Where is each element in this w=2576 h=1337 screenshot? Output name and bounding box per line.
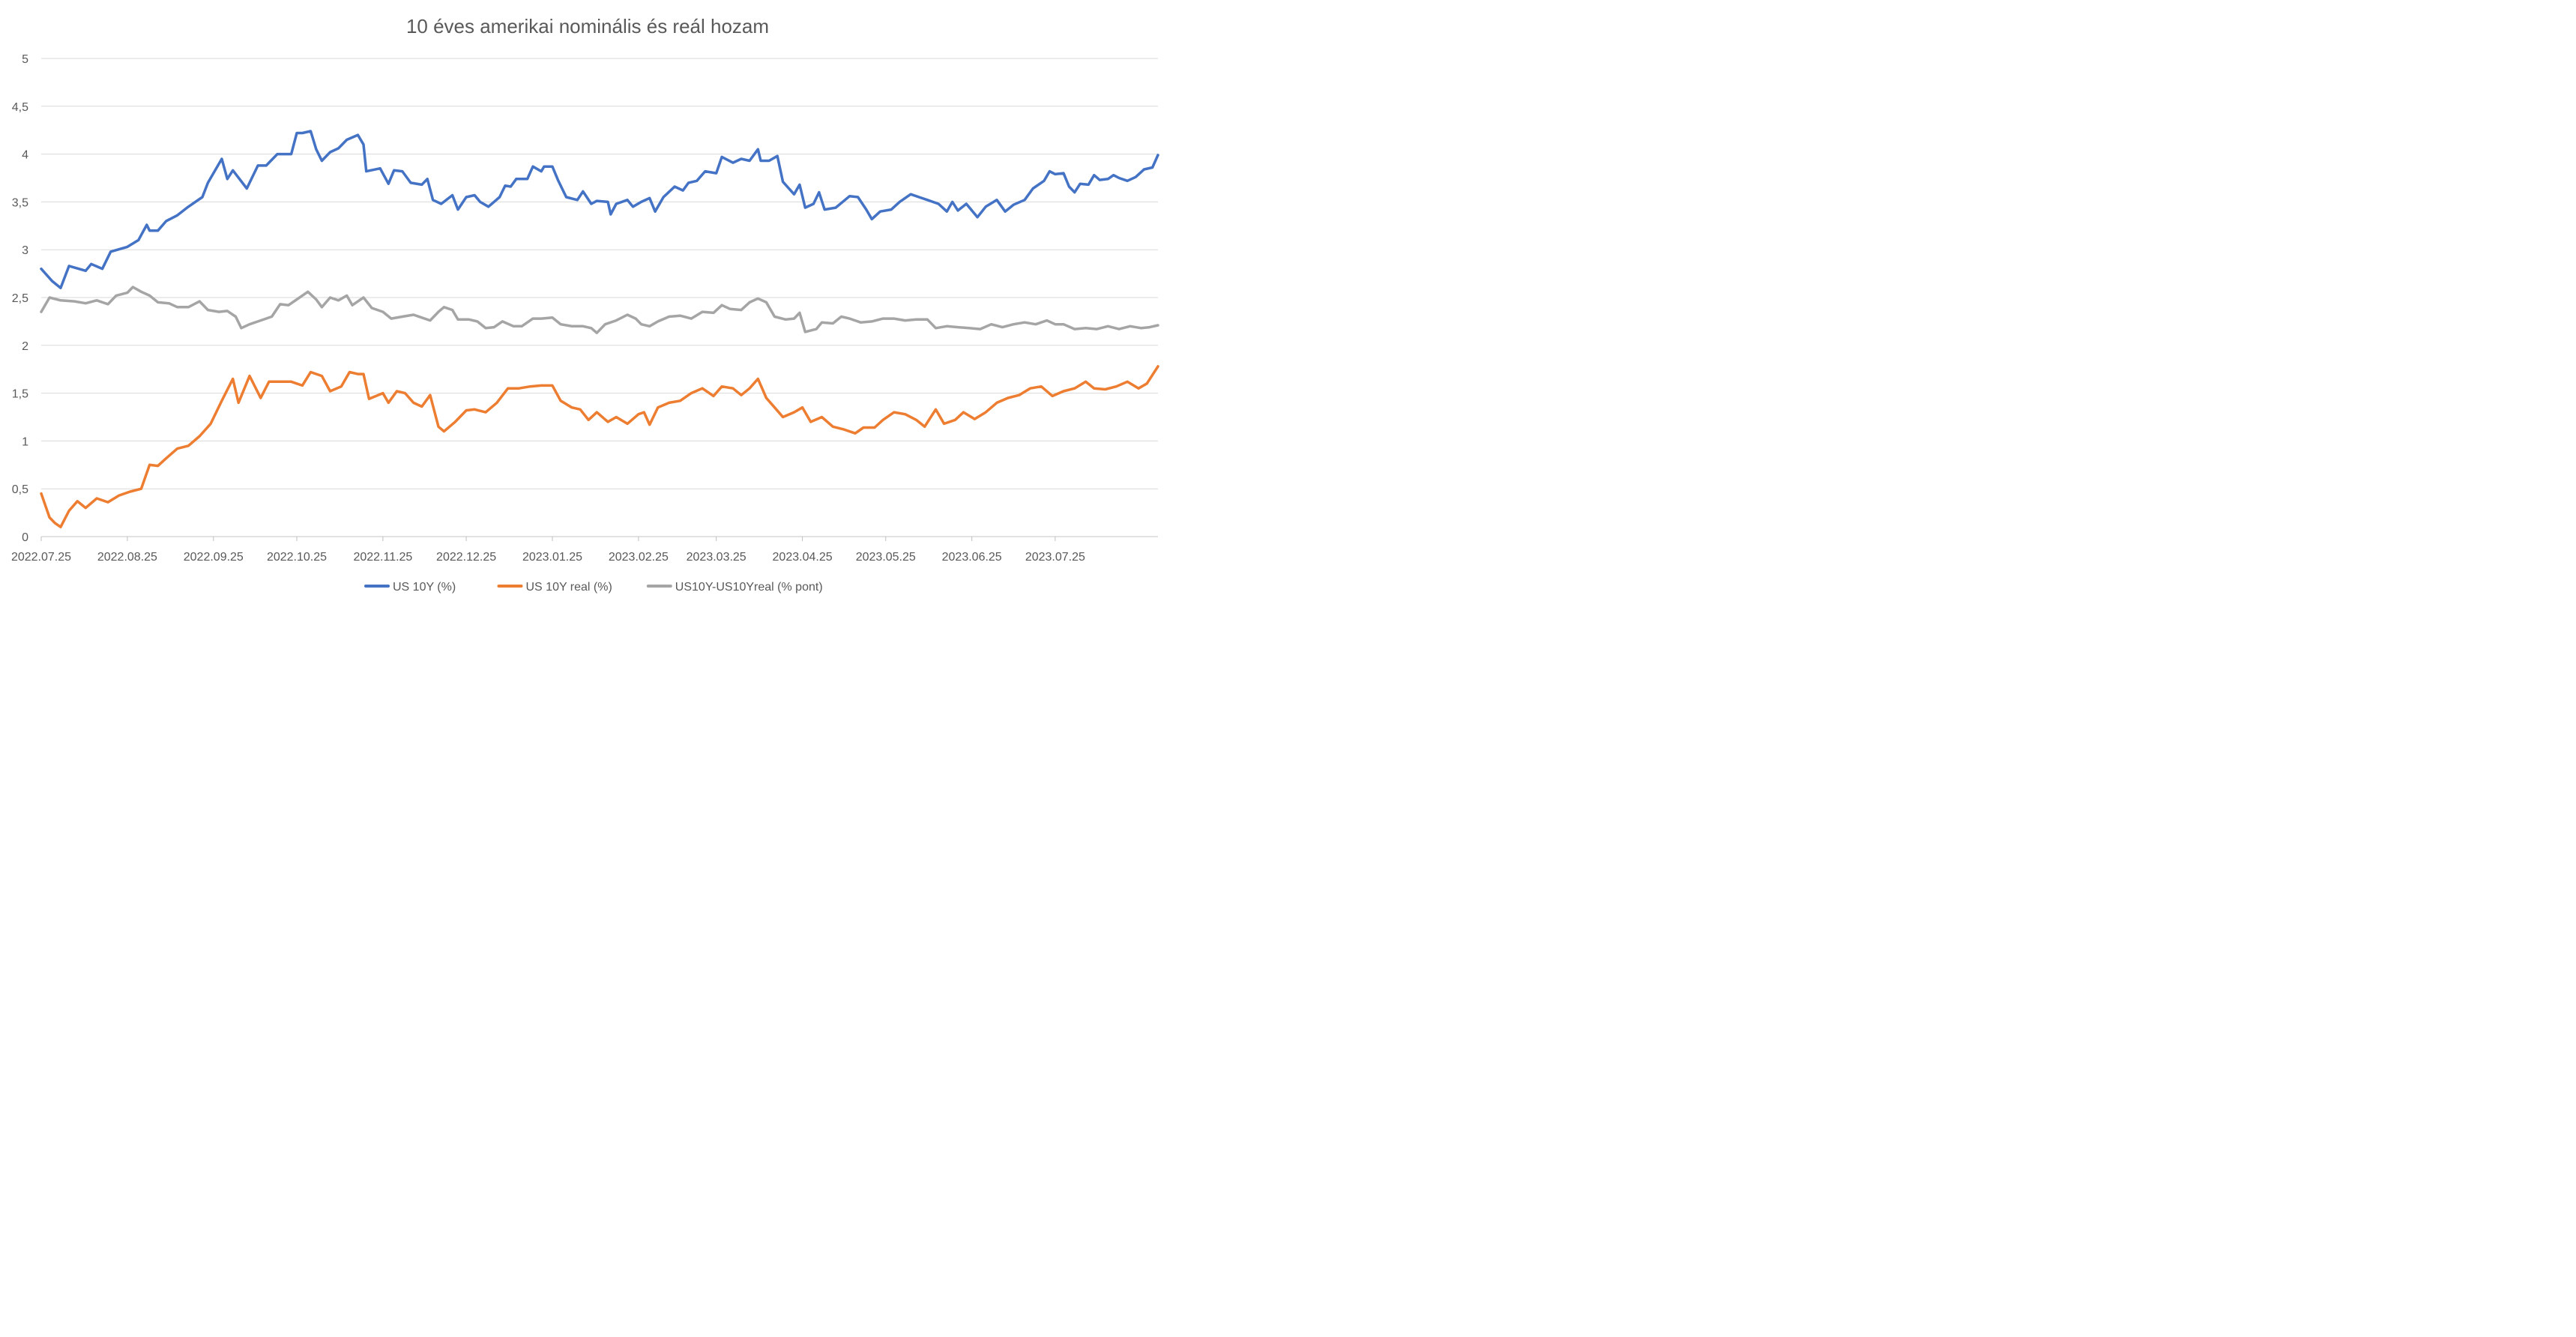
x-tick-label: 2022.07.25: [11, 551, 71, 564]
chart-container: 10 éves amerikai nominális és reál hozam…: [0, 0, 1175, 610]
series-line-2: [40, 365, 1159, 528]
y-tick-label: 2: [22, 340, 28, 353]
y-tick-label: 1,5: [12, 388, 28, 401]
y-axis-tick-labels: 0 0,5 1 1,5 2 2,5 3 3,5 4 4,5 5: [12, 53, 28, 544]
legend-label: US10Y-US10Yreal (% pont): [675, 581, 823, 594]
legend: US 10Y (%) US 10Y real (%) US10Y-US10Yreal…: [364, 581, 823, 594]
y-tick-label: 4: [22, 149, 28, 162]
y-tick-label: 5: [22, 53, 28, 66]
series-line-1: [40, 130, 1159, 289]
y-tick-label: 1: [22, 435, 28, 448]
y-tick-label: 0,5: [12, 483, 28, 496]
x-tick-label: 2022.08.25: [97, 551, 157, 564]
series-line-3: [40, 286, 1159, 334]
x-tick-label: 2023.06.25: [942, 551, 1002, 564]
y-tick-label: 3: [22, 244, 28, 257]
y-tick-label: 0: [22, 531, 28, 544]
x-tick-label: 2022.09.25: [184, 551, 244, 564]
x-tick-label: 2022.11.25: [353, 551, 412, 564]
y-tick-label: 4,5: [12, 101, 28, 114]
legend-label: US 10Y real (%): [526, 581, 612, 594]
x-tick-label: 2023.02.25: [609, 551, 669, 564]
legend-label: US 10Y (%): [393, 581, 456, 594]
chart-title: 10 éves amerikai nominális és reál hozam: [406, 15, 769, 37]
gridlines: [41, 58, 1158, 489]
y-tick-label: 3,5: [12, 196, 28, 209]
line-chart: 10 éves amerikai nominális és reál hozam…: [11, 15, 1159, 594]
x-tick-label: 2023.07.25: [1025, 551, 1085, 564]
x-tick-label: 2023.01.25: [522, 551, 582, 564]
x-tick-label: 2023.04.25: [773, 551, 833, 564]
x-tick-label: 2023.03.25: [687, 551, 746, 564]
x-tick-label: 2022.10.25: [267, 551, 327, 564]
series-lines: [40, 130, 1159, 528]
y-tick-label: 2,5: [12, 292, 28, 305]
x-tick-label: 2023.05.25: [856, 551, 916, 564]
x-axis: 2022.07.25 2022.08.25 2022.09.25 2022.10.25…: [11, 536, 1158, 564]
x-tick-label: 2022.12.25: [436, 551, 496, 564]
